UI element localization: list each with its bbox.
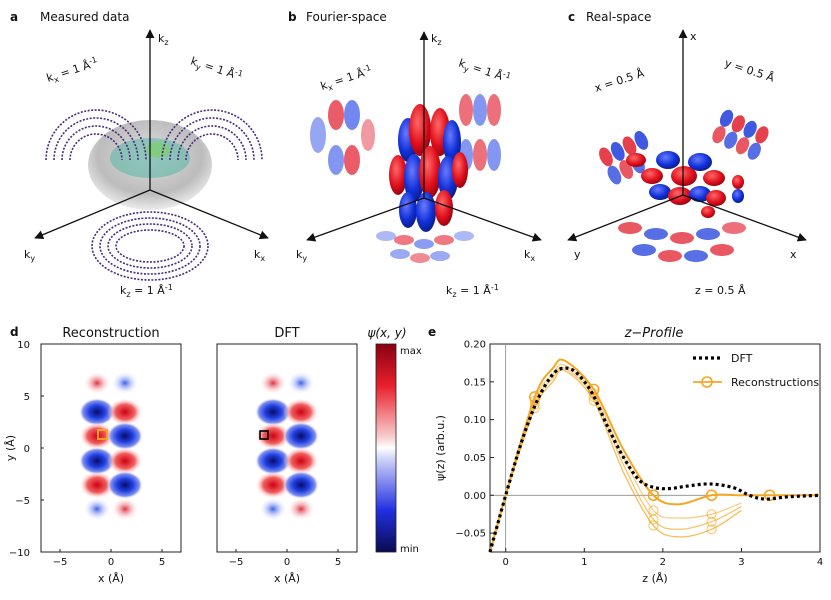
legend-dft-label: DFT xyxy=(731,352,753,365)
kx-slice-rings xyxy=(45,109,147,161)
dft-xlabel: x (Å) xyxy=(274,572,300,585)
colorbar-max: max xyxy=(400,346,422,357)
x-tick-label: 4 xyxy=(817,557,823,568)
panel-b-letter: b xyxy=(288,10,297,24)
dft-title: DFT xyxy=(274,326,299,341)
panel-a-letter: a xyxy=(10,10,19,24)
fourier-ky-projection xyxy=(459,94,501,171)
svg-text:5: 5 xyxy=(159,557,165,568)
realspace-y-projection xyxy=(712,109,769,160)
panel-c-letter: c xyxy=(568,10,576,24)
x-tick-label: 3 xyxy=(738,557,744,568)
svg-text:5: 5 xyxy=(24,392,30,403)
reconstruction-title: Reconstruction xyxy=(62,326,159,341)
x-tick-label: 1 xyxy=(581,557,587,568)
kx-axis xyxy=(149,189,269,240)
colorbar-label: ψ(x, y) xyxy=(367,326,406,340)
x-tick-label: 2 xyxy=(660,557,666,568)
plot-frame xyxy=(489,343,821,553)
realspace-z-projection xyxy=(618,222,746,262)
svg-text:x: x xyxy=(790,248,797,261)
svg-text:0: 0 xyxy=(284,557,290,568)
y-tick-label: −0.05 xyxy=(455,529,486,540)
chart-title: z−Profile xyxy=(624,326,684,341)
chart-ylabel: ψ(z) (arb.u.) xyxy=(434,415,447,481)
fourier-kz-projection xyxy=(376,231,474,263)
reconstruction-marker xyxy=(705,489,718,502)
panel-a-title: Measured data xyxy=(40,10,130,24)
svg-text:0: 0 xyxy=(24,444,30,455)
svg-text:kz: kz xyxy=(158,32,169,47)
svg-text:y: y xyxy=(574,248,581,261)
panel-c-title: Real-space xyxy=(586,10,652,24)
svg-text:10: 10 xyxy=(17,340,30,351)
x-tick-label: 0 xyxy=(503,557,509,568)
svg-text:kx: kx xyxy=(254,248,265,263)
panel-d-ylabel: y (Å) xyxy=(4,435,17,461)
svg-text:5: 5 xyxy=(335,557,341,568)
panel-b-title: Fourier-space xyxy=(306,10,387,24)
fourier-isosurface xyxy=(389,104,468,232)
ky-slice-rings xyxy=(161,109,263,161)
reconstruction-marker xyxy=(647,489,660,502)
fourier-kx-projection xyxy=(310,100,375,175)
svg-text:kx: kx xyxy=(524,248,535,263)
svg-text:−5: −5 xyxy=(229,557,244,568)
svg-text:−10: −10 xyxy=(9,548,30,559)
reconstruction-marker xyxy=(706,516,717,527)
svg-text:ky: ky xyxy=(296,248,307,263)
z-slice-label: z = 0.5 Å xyxy=(695,284,746,297)
y-tick-label: 0.20 xyxy=(464,340,486,351)
svg-text:kz: kz xyxy=(431,32,442,47)
recon-xlabel: x (Å) xyxy=(98,572,124,585)
recon-marker-square xyxy=(97,429,108,440)
y-tick-label: 0.00 xyxy=(464,491,486,502)
legend-recon-label: Reconstructions xyxy=(731,376,819,389)
colorbar xyxy=(375,343,397,553)
panel-d-ticks: 10 5 0 −5 −10 −5 0 5 −5 0 5 xyxy=(9,340,341,568)
reconstruction-line-faded xyxy=(489,366,742,553)
y-tick-label: 0.15 xyxy=(464,377,486,388)
chart-xlabel: z (Å) xyxy=(642,572,667,585)
reconstruction-line xyxy=(489,358,820,553)
reconstruction-marker xyxy=(706,509,717,520)
panel-e-letter: e xyxy=(428,325,437,339)
reconstruction-marker xyxy=(648,520,659,531)
svg-text:ky: ky xyxy=(24,248,35,263)
reconstruction-marker xyxy=(588,395,599,406)
dft-map xyxy=(217,344,357,552)
colorbar-min: min xyxy=(400,544,419,555)
svg-text:x: x xyxy=(690,30,697,43)
panel-d-letter: d xyxy=(10,325,19,339)
svg-text:kz = 1 Å-1: kz = 1 Å-1 xyxy=(446,283,499,299)
reconstruction-line-faded xyxy=(489,369,742,553)
chart-legend: DFT Reconstructions xyxy=(693,352,819,389)
reconstruction-marker xyxy=(587,383,600,396)
svg-text:0: 0 xyxy=(108,557,114,568)
kz-slice-label: kz = 1 Å-1 xyxy=(120,283,173,299)
realspace-isosurface xyxy=(626,151,744,218)
svg-text:−5: −5 xyxy=(15,496,30,507)
reconstruction-map xyxy=(41,344,181,552)
dft-marker-square xyxy=(259,430,269,440)
kz-slice-rings xyxy=(91,211,209,281)
ky-axis xyxy=(34,189,151,240)
dft-line xyxy=(488,366,821,553)
y-tick-label: 0.10 xyxy=(464,415,486,426)
reconstruction-marker xyxy=(706,524,717,535)
y-tick-label: 0.05 xyxy=(464,453,486,464)
svg-text:−5: −5 xyxy=(53,557,68,568)
